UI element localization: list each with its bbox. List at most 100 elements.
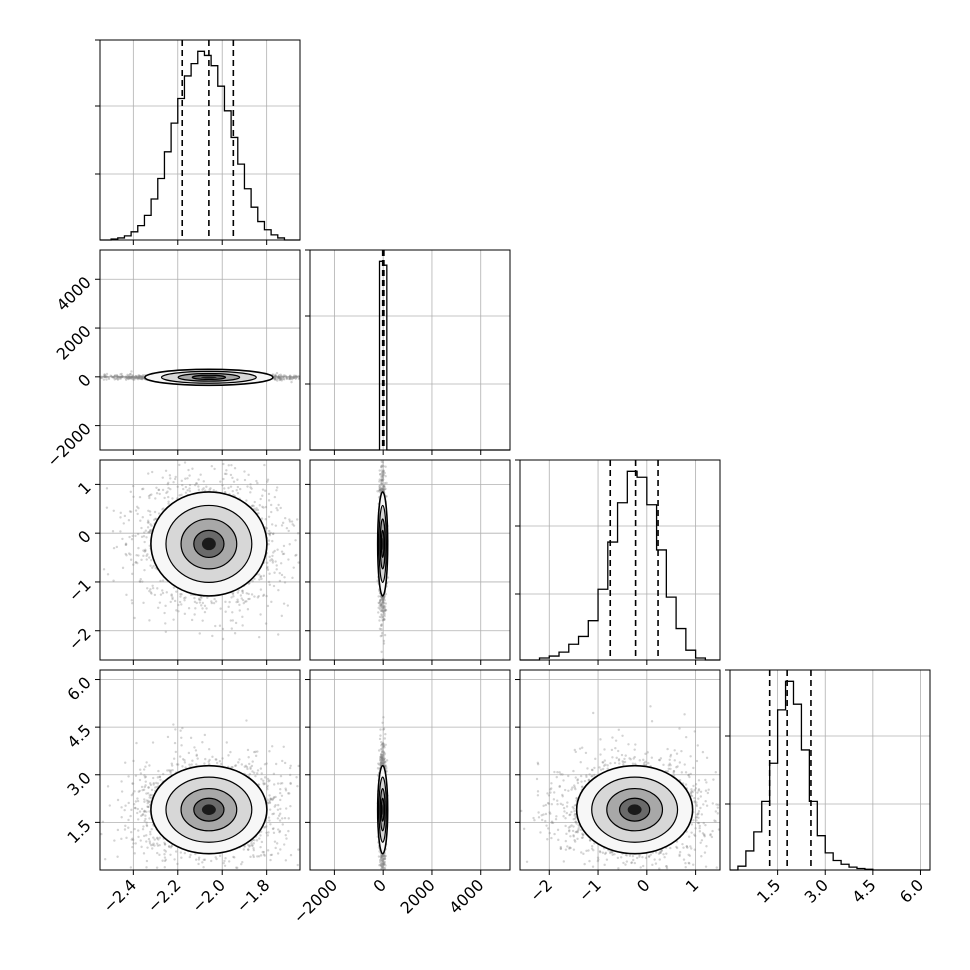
p-1-0-scatter-point	[288, 377, 292, 381]
p-2-0-scatter-point	[235, 600, 238, 604]
p-1-0-scatter-point	[114, 377, 117, 380]
p-2-0-scatter-point	[136, 512, 139, 516]
p-2-0-scatter-point	[250, 487, 253, 490]
p-2-0-scatter-point	[134, 509, 138, 512]
p-3-0-scatter-point	[193, 746, 196, 749]
p-2-0-scatter-point	[261, 488, 265, 491]
p-2-0-scatter-point	[121, 537, 124, 541]
p-2-0-scatter-point	[277, 503, 280, 507]
p-2-1-scatter-point	[380, 469, 383, 472]
p-2-0-scatter-point	[173, 599, 177, 603]
p-1-0-scatter-point	[282, 374, 285, 377]
p-1-0-scatter-point	[134, 376, 137, 379]
p-2-0-scatter-point	[219, 607, 222, 610]
p-1-0-scatter-point	[110, 374, 113, 378]
p-2-1-scatter-point	[378, 478, 382, 481]
p-1-0-scatter-point	[292, 375, 295, 379]
p-2-0-scatter-point	[134, 561, 137, 564]
p-2-0-scatter-point	[193, 613, 196, 616]
p-2-0-scatter-point	[252, 504, 255, 508]
p-2-1-scatter-point	[383, 633, 387, 637]
p-1-0-scatter-point	[126, 376, 130, 380]
p-1-0-scatter-point	[282, 375, 285, 379]
p-1-0-scatter-point	[100, 376, 103, 380]
p-2-0-scatter-point	[264, 518, 267, 521]
p-1-0-scatter-point	[116, 375, 119, 378]
p-3-0-scatter-point	[272, 831, 276, 835]
p-2-0-scatter-point	[141, 580, 144, 583]
p-3-0-scatter-point	[278, 819, 282, 822]
p-2-0-scatter-point	[259, 497, 262, 501]
p-2-0-scatter-point	[134, 534, 137, 538]
p-1-0-scatter-point	[279, 376, 282, 379]
p-1-0-scatter-point	[103, 373, 106, 376]
p-2-0-scatter-point	[145, 554, 148, 558]
p-2-1-scatter-point	[377, 606, 380, 610]
p-2-0-scatter-point	[271, 559, 274, 562]
p-2-0-scatter-point	[227, 464, 230, 467]
p-2-0-scatter-point	[268, 555, 271, 559]
p-2-0-scatter-point	[281, 552, 285, 556]
p-3-0-scatter-point	[120, 806, 123, 809]
p-1-0-scatter-point	[106, 375, 109, 379]
p-2-0-scatter-point	[262, 574, 266, 578]
p-2-1-scatter-point	[378, 615, 382, 619]
p-1-0-scatter-point	[125, 376, 129, 380]
p-2-0-scatter-point	[276, 548, 279, 551]
p-3-0-scatter-point	[161, 772, 165, 776]
p-3-0-scatter-point	[252, 842, 255, 845]
p-2-0-scatter-point	[146, 519, 150, 522]
p-2-1-scatter-point	[383, 484, 386, 487]
p-2-0-scatter-point	[171, 597, 174, 601]
p-2-0-scatter-point	[112, 509, 115, 513]
p-1-0-scatter-point	[141, 374, 145, 377]
p-3-0-scatter-point	[189, 736, 193, 740]
p-2-0-scatter-point	[227, 486, 230, 490]
p-1-0-scatter-point	[126, 375, 129, 379]
p-2-0-scatter-point	[164, 604, 167, 608]
p-2-0-scatter-point	[164, 630, 168, 633]
p-2-0-scatter-point	[265, 526, 268, 530]
p-1-0-scatter-point	[126, 373, 129, 377]
p-2-1-scatter-point	[380, 634, 384, 637]
p-1-0-scatter-point	[120, 372, 123, 376]
p-2-0-scatter-point	[198, 601, 202, 604]
p-2-0-scatter-point	[205, 485, 208, 488]
p-1-0-scatter-point	[138, 377, 141, 380]
p-2-0-scatter-point	[264, 622, 268, 625]
p-2-0-scatter-point	[253, 507, 256, 511]
p-2-0-scatter-point	[184, 477, 187, 480]
p-2-0-scatter-point	[191, 467, 194, 470]
p-2-0-scatter-point	[271, 539, 274, 543]
p-3-0-scatter-point	[246, 748, 250, 752]
p-2-0-scatter-point	[197, 597, 201, 600]
p-1-0-scatter-point	[273, 377, 276, 381]
p-2-0-scatter-point	[253, 577, 256, 581]
p-2-1-scatter-point	[381, 598, 385, 602]
p-2-0-scatter-point	[275, 486, 279, 489]
p-3-0-scatter-point	[127, 801, 130, 805]
p-2-0-scatter-point	[139, 578, 142, 581]
p-2-0-scatter-point	[249, 491, 252, 494]
p-2-1-scatter-point	[385, 481, 388, 485]
p-1-0-scatter-point	[137, 376, 140, 380]
p-2-0-scatter-point	[292, 566, 295, 569]
p-2-0-scatter-point	[266, 565, 269, 569]
p-1-0-scatter-point	[276, 377, 280, 380]
p-2-0-scatter-point	[106, 573, 110, 576]
p-1-0-scatter-point	[134, 376, 137, 380]
p-2-0-scatter-point	[232, 595, 235, 598]
p-3-0-scatter-point	[147, 837, 151, 841]
p-2-0-scatter-point	[197, 478, 200, 481]
p-2-1-scatter-point	[384, 487, 387, 491]
p-1-0-scatter-point	[129, 376, 133, 380]
p-2-0-scatter-point	[151, 470, 154, 474]
p-2-0-scatter-point	[250, 504, 254, 508]
p-2-0-scatter-point	[124, 552, 127, 556]
p-1-0-scatter-point	[124, 375, 127, 378]
p-2-0-scatter-point	[153, 593, 157, 597]
p-1-0-scatter-point	[123, 376, 127, 379]
p-1-0-scatter-point	[294, 374, 297, 378]
p-2-0-scatter-point	[188, 490, 192, 493]
p-2-0-scatter-point	[261, 505, 264, 509]
